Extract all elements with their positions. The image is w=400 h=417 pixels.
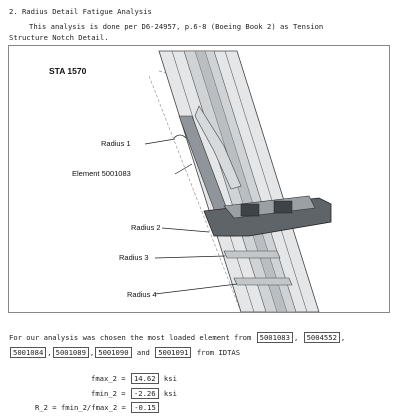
element-id-box: 5001083 [256, 332, 293, 343]
fmin-row: fmin_2 = -2.26 ksi [91, 388, 177, 399]
label-radius-3: Radius 3 [119, 253, 149, 262]
ratio-value: -0.15 [131, 402, 159, 413]
fmax-value: 14.62 [130, 373, 159, 384]
analysis-and: and [136, 348, 150, 357]
fmax-unit: ksi [163, 374, 177, 383]
label-radius-1: Radius 1 [101, 139, 131, 148]
analysis-source: from IDTAS [196, 348, 241, 357]
intro-line-1: This analysis is done per D6-24957, p.6-… [29, 22, 324, 31]
ratio-label: R_2 = fmin_2/fmax_2 = [35, 403, 126, 412]
section-heading: 2. Radius Detail Fatigue Analysis [9, 7, 152, 16]
fmin-label: fmin_2 = [91, 389, 126, 398]
analysis-line-2: 5001084, 5001089, 5001090 and 5001091 from… [9, 347, 240, 358]
analysis-text: For our analysis was chosen the most loa… [9, 333, 252, 342]
element-id-box: 5001091 [155, 347, 192, 358]
structure-figure: STA 1570 Radius 1 Element 5001083 Radius… [8, 45, 390, 313]
element-id-box: 5001089 [52, 347, 89, 358]
fmax-row: fmax_2 = 14.62 ksi [91, 373, 177, 384]
ratio-row: R_2 = fmin_2/fmax_2 = -0.15 [35, 402, 160, 413]
fmin-unit: ksi [163, 389, 177, 398]
figure-title: STA 1570 [49, 66, 87, 76]
structure-drawing [144, 50, 332, 312]
fmin-value: -2.26 [130, 388, 159, 399]
element-id-box: 5004552 [303, 332, 340, 343]
label-radius-2: Radius 2 [131, 223, 161, 232]
label-element: Element 5001083 [72, 169, 131, 178]
label-radius-4: Radius 4 [127, 290, 157, 299]
element-id-box: 5001084 [10, 347, 47, 358]
analysis-line-1: For our analysis was chosen the most loa… [9, 332, 346, 343]
intro-line-2: Structure Notch Detail. [9, 33, 109, 42]
fmax-label: fmax_2 = [91, 374, 126, 383]
element-id-box: 5001090 [95, 347, 132, 358]
